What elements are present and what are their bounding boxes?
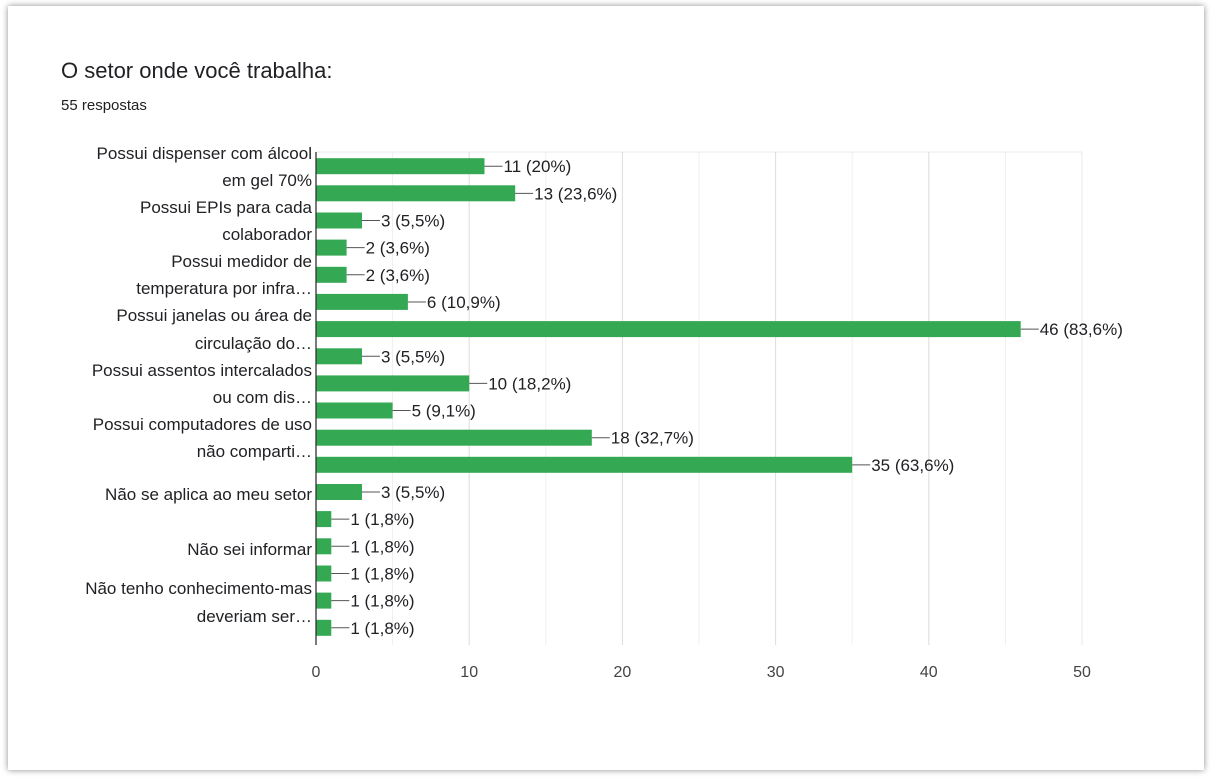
bar: [316, 429, 592, 446]
data-label: 2 (3,6%): [366, 239, 430, 258]
category-label: Possui medidor de temperatura por infra…: [136, 252, 312, 298]
x-tick-label: 40: [920, 664, 938, 681]
bar: [316, 538, 332, 555]
category-label: Não se aplica ao meu setor: [105, 485, 312, 504]
data-label: 35 (63,6%): [871, 456, 954, 475]
category-label: Não tenho conhecimento-mas deveriam ser…: [85, 579, 312, 626]
data-label: 1 (1,8%): [350, 510, 414, 529]
data-label: 3 (5,5%): [381, 212, 445, 231]
x-tick-label: 30: [767, 664, 785, 681]
x-tick-label: 50: [1073, 664, 1091, 681]
bar: [316, 484, 362, 500]
data-label: 46 (83,6%): [1040, 320, 1123, 339]
x-tick-label: 20: [614, 664, 632, 681]
bar: [316, 321, 1021, 338]
bar: [316, 185, 516, 202]
bar: [316, 402, 393, 419]
category-label: Não sei informar: [187, 540, 312, 559]
chart-card: [8, 6, 1204, 770]
bar: [316, 212, 362, 229]
data-label: 2 (3,6%): [366, 266, 430, 285]
data-label: 1 (1,8%): [350, 619, 414, 638]
bar: [316, 158, 485, 175]
category-label: Possui assentos intercalados ou com dis…: [92, 361, 312, 407]
data-label: 6 (10,9%): [427, 293, 501, 312]
bar: [316, 592, 332, 609]
bar: [316, 266, 347, 283]
bar: [316, 348, 362, 365]
bar: [316, 511, 332, 528]
data-label: 5 (9,1%): [412, 402, 476, 421]
category-label: Possui computadores de uso não comparti…: [93, 415, 312, 461]
data-label: 3 (5,5%): [381, 483, 445, 502]
data-label: 11 (20%): [504, 157, 572, 176]
data-label: 1 (1,8%): [350, 537, 414, 556]
bar: [316, 619, 332, 636]
data-label: 1 (1,8%): [350, 592, 414, 611]
response-count: 55 respostas: [61, 97, 147, 114]
data-label: 13 (23,6%): [534, 184, 617, 203]
bar: [316, 293, 408, 310]
data-label: 18 (32,7%): [611, 429, 694, 448]
category-label: Possui dispenser com álcool em gel 70%: [97, 144, 312, 190]
category-label: Possui janelas ou área de circulação do…: [116, 306, 312, 353]
bar: [316, 239, 347, 256]
category-label: Possui EPIs para cada colaborador: [140, 198, 313, 244]
x-tick-label: 0: [312, 664, 321, 681]
bar: [316, 565, 332, 582]
data-label: 1 (1,8%): [350, 565, 414, 584]
data-label: 10 (18,2%): [488, 374, 571, 393]
bar: [316, 456, 853, 473]
x-tick-label: 10: [460, 664, 478, 681]
bar: [316, 375, 470, 392]
data-label: 3 (5,5%): [381, 347, 445, 366]
chart-title: O setor onde você trabalha:: [61, 58, 333, 83]
